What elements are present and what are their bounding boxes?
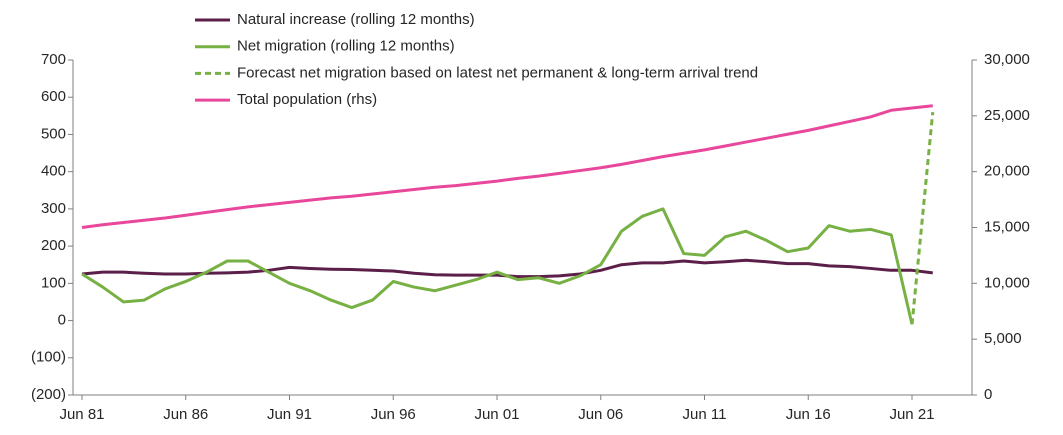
x-tick-label: Jun 96 bbox=[371, 406, 416, 423]
y-tick-label: (200) bbox=[31, 386, 66, 403]
y2-tick-label: 15,000 bbox=[984, 218, 1030, 235]
y-tick-label: (100) bbox=[31, 349, 66, 366]
y-tick-label: 0 bbox=[58, 312, 66, 329]
y-tick-label: 600 bbox=[41, 88, 66, 105]
x-tick-label: Jun 91 bbox=[267, 406, 312, 423]
y-tick-label: 100 bbox=[41, 274, 66, 291]
x-tick-label: Jun 81 bbox=[59, 406, 104, 423]
y2-tick-label: 10,000 bbox=[984, 274, 1030, 291]
y-tick-label: 200 bbox=[41, 237, 66, 254]
y-tick-label: 400 bbox=[41, 163, 66, 180]
x-tick-label: Jun 01 bbox=[474, 406, 519, 423]
legend-label: Net migration (rolling 12 months) bbox=[237, 38, 455, 55]
series-line bbox=[81, 207, 914, 325]
legend-label: Natural increase (rolling 12 months) bbox=[237, 11, 475, 28]
legend-label: Total population (rhs) bbox=[237, 91, 377, 108]
x-tick-label: Jun 06 bbox=[578, 406, 623, 423]
y2-tick-label: 20,000 bbox=[984, 163, 1030, 180]
y2-tick-label: 5,000 bbox=[984, 330, 1022, 347]
y2-tick-label: 0 bbox=[984, 386, 992, 403]
series-line bbox=[81, 258, 933, 279]
legend-label: Forecast net migration based on latest n… bbox=[237, 64, 758, 81]
series-line bbox=[81, 104, 933, 229]
x-tick-label: Jun 16 bbox=[786, 406, 831, 423]
x-tick-label: Jun 11 bbox=[683, 406, 727, 423]
y-tick-label: 500 bbox=[41, 125, 66, 142]
y2-tick-label: 30,000 bbox=[984, 51, 1030, 68]
series-line bbox=[910, 111, 935, 325]
y2-tick-label: 25,000 bbox=[984, 107, 1030, 124]
x-tick-label: Jun 86 bbox=[163, 406, 208, 423]
y-tick-label: 700 bbox=[41, 51, 66, 68]
y-tick-label: 300 bbox=[41, 200, 66, 217]
x-tick-label: Jun 21 bbox=[889, 406, 934, 423]
